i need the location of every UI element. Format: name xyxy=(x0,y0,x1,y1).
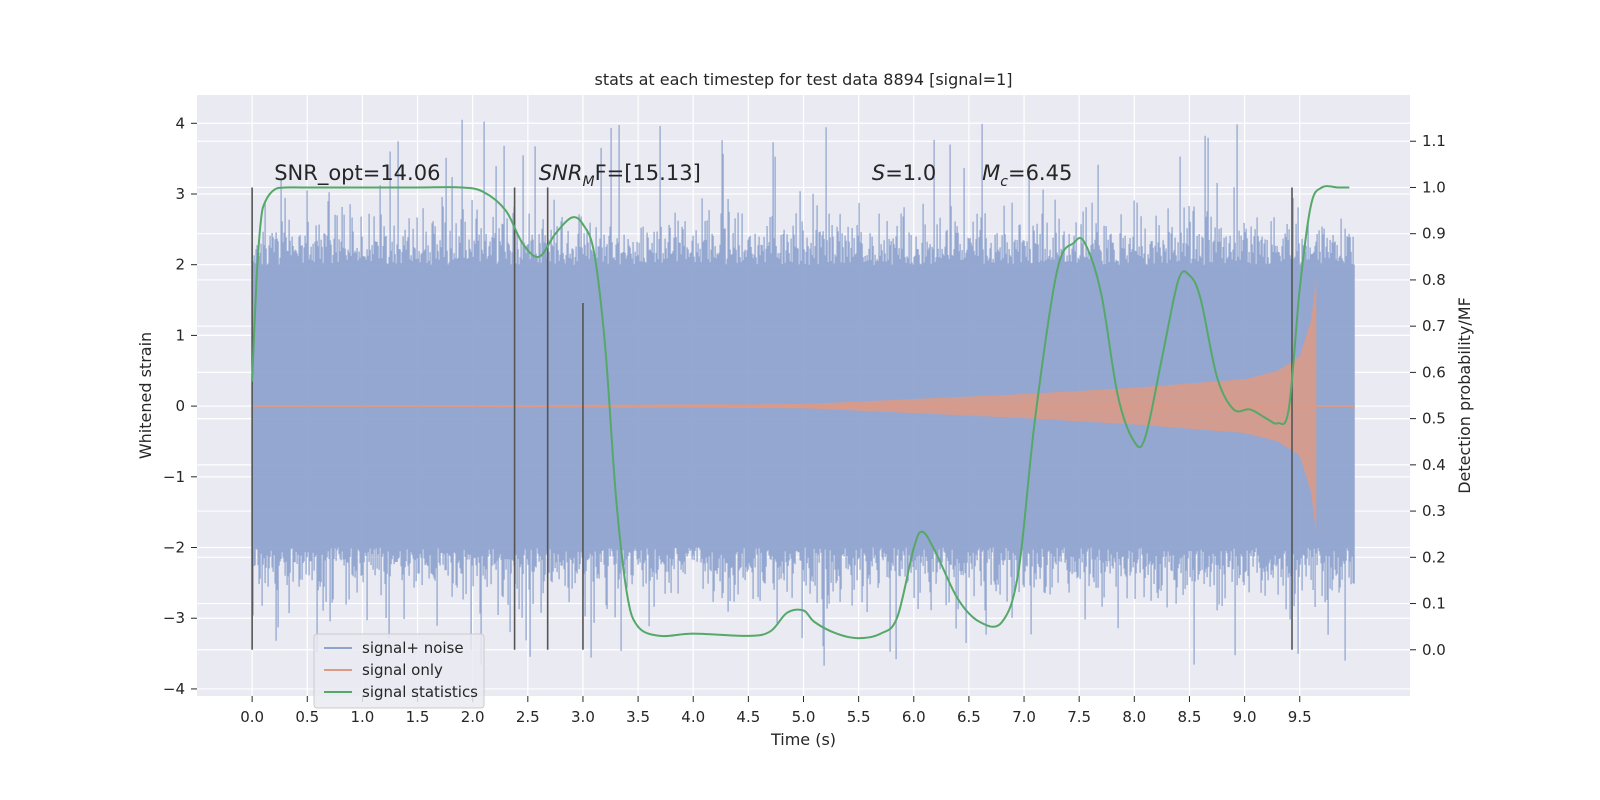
annotation-snr-mf-var: SNR xyxy=(539,161,583,185)
legend-box xyxy=(313,633,485,709)
x-tick-label: 8.0 xyxy=(1122,708,1146,726)
series-signal-statistics xyxy=(251,185,1350,640)
annotation-snr-opt: SNR_opt=14.06 xyxy=(274,161,440,186)
legend-label-signal-statistics: signal statistics xyxy=(362,683,478,701)
y2-tick-label: 0.8 xyxy=(1422,271,1446,289)
y2-tick-label: 0.3 xyxy=(1422,502,1446,520)
y-tick-label: −3 xyxy=(163,609,185,627)
x-tick-label: 1.5 xyxy=(406,708,430,726)
x-tick-label: 9.0 xyxy=(1233,708,1257,726)
annotation-mc-var: M xyxy=(982,161,1000,185)
y-tick-label: 1 xyxy=(175,326,185,344)
y2-tick-label: 0.2 xyxy=(1422,548,1446,566)
x-tick-label: 2.0 xyxy=(461,708,485,726)
legend-label-signal-only: signal only xyxy=(362,661,443,679)
y-tick-label: 3 xyxy=(175,185,185,203)
x-tick-label: 2.5 xyxy=(516,708,540,726)
x-tick-label: 3.5 xyxy=(626,708,650,726)
chart-title: stats at each timestep for test data 889… xyxy=(594,70,1012,89)
statistics-line xyxy=(251,185,1350,640)
y2-tick-label: 0.4 xyxy=(1422,456,1446,474)
x-tick-label: 9.5 xyxy=(1288,708,1312,726)
y-tick-label: −2 xyxy=(163,539,185,557)
x-tick-label: 3.0 xyxy=(571,708,595,726)
y-tick-label: −4 xyxy=(163,680,185,698)
y2-tick-label: 0.1 xyxy=(1422,595,1446,613)
legend-label-signal-noise: signal+ noise xyxy=(362,639,464,657)
x-tick-label: 6.0 xyxy=(902,708,926,726)
y-axis-label: Whitened strain xyxy=(136,332,155,459)
axis-ticks: 0.0 0.5 1.0 1.5 2.0 2.5 3.0 3.5 4.0 4.5 5.0 5.5 6.0 6… xyxy=(163,114,1446,726)
vertical-markers xyxy=(251,187,1293,650)
annotations: SNR_opt=14.06 SNRMF=[15.13] S=1.0 Mc=6.4… xyxy=(274,161,1072,190)
x-tick-label: 1.0 xyxy=(350,708,374,726)
x-tick-label: 4.0 xyxy=(681,708,705,726)
y2-tick-label: 0.7 xyxy=(1422,317,1446,335)
x-tick-label: 8.5 xyxy=(1178,708,1202,726)
y2-tick-label: 0.9 xyxy=(1422,225,1446,243)
annotation-snr-mf-rest: F=[15.13] xyxy=(595,161,701,185)
y2-tick-label: 1.1 xyxy=(1422,132,1446,150)
x-axis-label: Time (s) xyxy=(770,730,836,749)
x-tick-label: 5.0 xyxy=(792,708,816,726)
x-tick-label: 0.5 xyxy=(295,708,319,726)
annotation-s-var: S xyxy=(872,161,885,185)
y-tick-label: −1 xyxy=(163,468,185,486)
x-tick-label: 6.5 xyxy=(957,708,981,726)
annotation-snr-mf-sub: M xyxy=(582,174,594,190)
x-tick-label: 0.0 xyxy=(240,708,264,726)
x-tick-label: 7.0 xyxy=(1012,708,1036,726)
y2-tick-label: 0.5 xyxy=(1422,410,1446,428)
annotation-mc-sub: c xyxy=(1000,174,1008,190)
annotation-mc-rest: =6.45 xyxy=(1008,161,1072,185)
y2-tick-label: 0.6 xyxy=(1422,363,1446,381)
series-signal-only xyxy=(252,278,1355,534)
x-tick-label: 4.5 xyxy=(736,708,760,726)
y-tick-label: 0 xyxy=(175,397,185,415)
y-tick-label: 2 xyxy=(175,256,185,274)
y2-axis-label: Detection probability/MF xyxy=(1455,297,1474,494)
annotation-snr-mf: SNRMF=[15.13] xyxy=(539,161,701,190)
y-tick-label: 4 xyxy=(175,114,185,132)
annotation-mc: Mc=6.45 xyxy=(982,161,1072,190)
x-tick-label: 5.5 xyxy=(847,708,871,726)
y2-tick-label: 0.0 xyxy=(1422,641,1446,659)
y2-tick-label: 1.0 xyxy=(1422,178,1446,196)
legend: signal+ noise signal only signal statist… xyxy=(313,633,485,709)
x-tick-label: 7.5 xyxy=(1067,708,1091,726)
annotation-s-rest: =1.0 xyxy=(885,161,936,185)
annotation-s: S=1.0 xyxy=(872,161,936,185)
